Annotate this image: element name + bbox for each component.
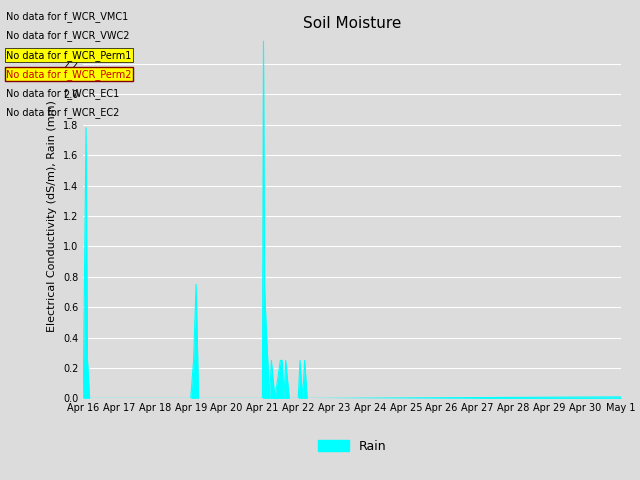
Text: No data for f_WCR_EC1: No data for f_WCR_EC1 bbox=[6, 88, 120, 99]
Text: No data for f_WCR_EC2: No data for f_WCR_EC2 bbox=[6, 107, 120, 118]
Title: Soil Moisture: Soil Moisture bbox=[303, 16, 401, 31]
Text: No data for f_WCR_VMC1: No data for f_WCR_VMC1 bbox=[6, 11, 129, 22]
Y-axis label: Electrical Conductivity (dS/m), Rain (mm): Electrical Conductivity (dS/m), Rain (mm… bbox=[47, 100, 58, 332]
Text: No data for f_WCR_Perm2: No data for f_WCR_Perm2 bbox=[6, 69, 132, 80]
Text: No data for f_WCR_Perm1: No data for f_WCR_Perm1 bbox=[6, 49, 132, 60]
Text: No data for f_WCR_VWC2: No data for f_WCR_VWC2 bbox=[6, 30, 130, 41]
Legend: Rain: Rain bbox=[312, 435, 392, 458]
